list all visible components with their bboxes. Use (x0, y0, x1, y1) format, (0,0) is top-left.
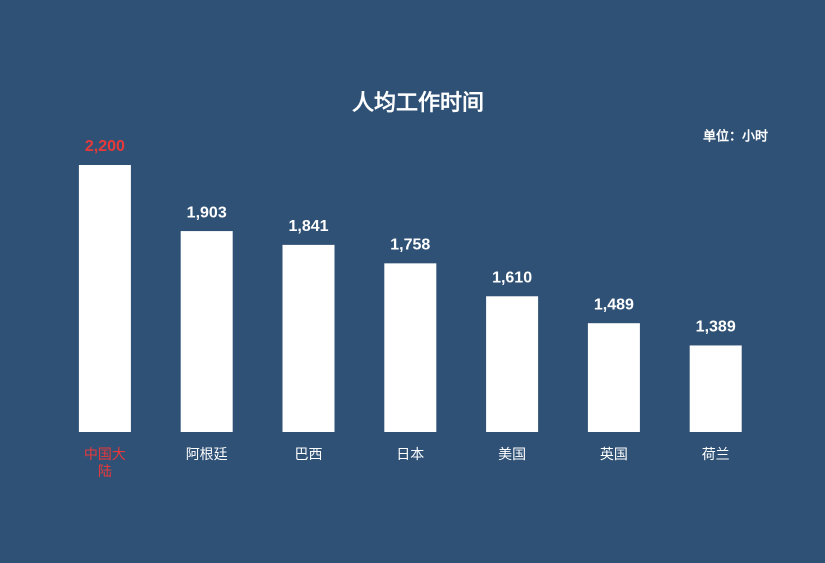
chart-title: 人均工作时间 (352, 90, 484, 116)
bar (689, 345, 742, 432)
x-tick-label: 阿根廷 (185, 447, 228, 463)
x-tick-label: 美国 (498, 447, 527, 463)
bar (78, 165, 131, 432)
x-tick-label: 荷兰 (701, 447, 730, 463)
value-label: 1,610 (492, 269, 532, 286)
x-tick-label: 日本 (396, 447, 425, 463)
x-tick-label: 巴西 (294, 447, 323, 463)
value-label: 1,903 (187, 204, 227, 221)
bar (282, 244, 335, 432)
value-label: 1,758 (390, 237, 430, 254)
x-tick-label: 英国 (599, 447, 628, 463)
value-label: 1,841 (288, 218, 328, 235)
bar (587, 323, 640, 432)
value-label: 1,389 (696, 319, 736, 336)
x-tick-label: 中国大陆 (83, 447, 126, 480)
value-label: 1,489 (594, 296, 634, 313)
unit-note: 单位：小时 (703, 129, 768, 145)
bar (486, 296, 539, 432)
value-label: 2,200 (85, 138, 125, 155)
bar (180, 231, 233, 432)
bar (384, 263, 437, 432)
